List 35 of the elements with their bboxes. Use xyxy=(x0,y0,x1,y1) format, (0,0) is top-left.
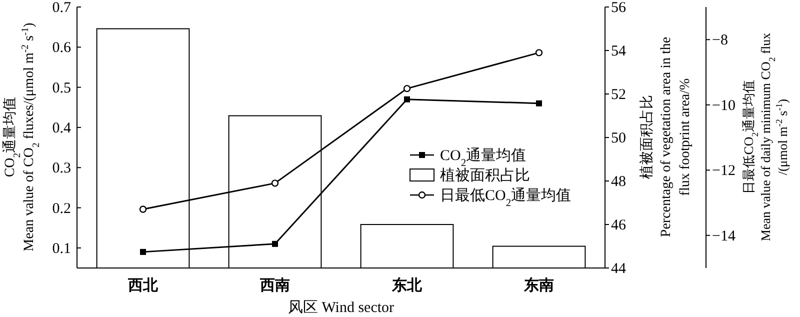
y-tick-label: 0.3 xyxy=(52,160,71,177)
point xyxy=(271,180,279,187)
y2-tick-label: 46 xyxy=(611,218,626,234)
point xyxy=(403,84,411,92)
x-tick-label: 东南 xyxy=(523,276,554,294)
y-tick-label: 0.1 xyxy=(52,240,71,257)
y2-axis-title: 植被面积占比 Percentage of vegetation area in the flux footprint area/% xyxy=(639,36,693,238)
y2-tick-label: 56 xyxy=(611,0,626,16)
y-tick-label: 0.5 xyxy=(52,80,71,96)
y3-tick-label: −10 xyxy=(712,98,736,114)
y2-tick-label: 52 xyxy=(611,87,626,103)
point xyxy=(404,96,410,102)
x-axis-title: 风区 Wind sector xyxy=(288,300,394,316)
y-tick-label: 0.2 xyxy=(52,200,71,217)
y2-tick-label: 48 xyxy=(611,174,626,190)
y3-tick-label: −14 xyxy=(712,228,736,244)
legend-label: 日最低CO$_{2}$通量均值 xyxy=(440,187,572,208)
x-tick-label: 东北 xyxy=(391,276,423,294)
x-tick-label: 西北 xyxy=(127,277,159,294)
point xyxy=(272,240,278,247)
y2-tick-label: 54 xyxy=(611,44,626,60)
y-tick-label: 0.4 xyxy=(52,120,72,136)
y3-tick-label: −8 xyxy=(712,32,728,49)
y-tick-label: 0.7 xyxy=(52,0,72,16)
point xyxy=(139,206,147,213)
y2-tick-label: 44 xyxy=(611,261,626,277)
legend-label: 植被面积占比 xyxy=(440,167,530,184)
legend-label: CO$_{2}$通量均值 xyxy=(440,147,526,168)
y3-tick-label: −12 xyxy=(712,163,736,180)
point xyxy=(535,49,543,56)
y-tick-label: 0.6 xyxy=(52,40,72,56)
x-tick-label: 西南 xyxy=(259,277,290,294)
point xyxy=(536,100,542,106)
y2-tick-label: 50 xyxy=(611,130,626,146)
point xyxy=(140,248,146,255)
